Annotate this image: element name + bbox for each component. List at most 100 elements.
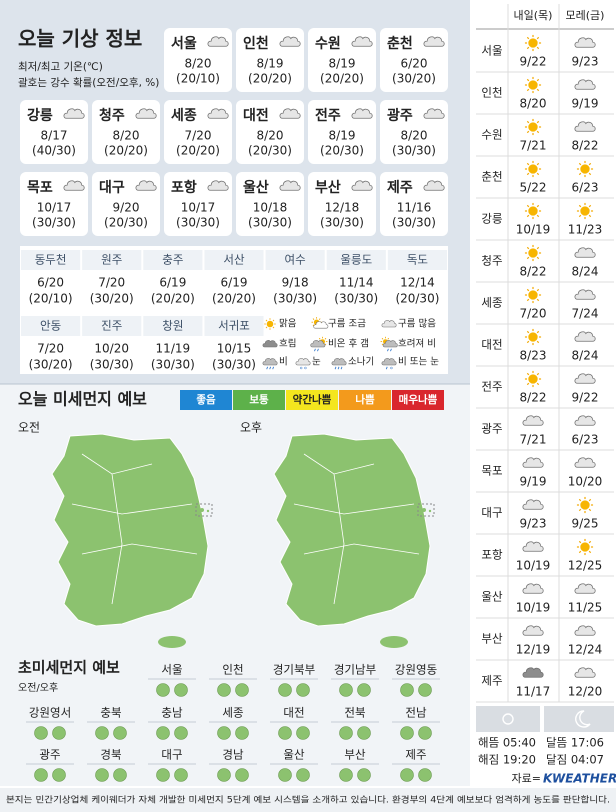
weather-icon	[262, 358, 278, 370]
name-band	[143, 250, 203, 270]
rain-drop	[334, 366, 337, 370]
sun	[528, 332, 538, 342]
sun-ray	[536, 382, 540, 386]
city-prob: (30/30)	[32, 216, 76, 230]
dust-dot	[113, 768, 127, 782]
city-prob: (30/30)	[248, 216, 292, 230]
city-name: 안동	[40, 319, 61, 333]
weather-icon	[574, 583, 596, 594]
sun-ray	[526, 78, 530, 82]
city-temp: 7/20	[185, 129, 212, 143]
forecast-temp: 12/19	[516, 643, 551, 657]
district-line	[303, 543, 420, 555]
sun	[528, 164, 538, 174]
dust-dot	[156, 726, 170, 740]
cloud	[574, 289, 596, 300]
cloud	[574, 583, 596, 594]
forecast-temp: 7/20	[520, 307, 547, 321]
sun-moon-time: 해뜸 05:40	[478, 736, 536, 750]
cloud	[207, 180, 229, 191]
map-label: 오후	[240, 421, 262, 435]
city-name: 전주	[315, 107, 341, 124]
sun-box	[476, 706, 540, 732]
weather-icon	[574, 289, 596, 300]
weather-icon	[574, 373, 596, 384]
region-name: 경기북부	[273, 663, 315, 677]
city-name: 충주	[162, 253, 183, 267]
sun-ray	[536, 120, 540, 124]
cloud	[351, 180, 373, 191]
dust-dot	[400, 683, 414, 697]
city-name: 목포	[27, 180, 53, 196]
city-temp: 8/20	[257, 129, 284, 143]
forecast-temp: 9/22	[520, 55, 547, 69]
sun-ray	[526, 162, 530, 166]
district-line	[71, 503, 193, 515]
city-temp: 10/15	[217, 342, 252, 356]
cloud	[351, 36, 373, 47]
weather-icon	[524, 160, 542, 178]
cloud	[574, 79, 596, 90]
dust-map-island	[428, 509, 432, 513]
city-name: 여수	[285, 253, 306, 267]
subtitle: 오전/오후	[18, 682, 58, 694]
sun-ray	[526, 298, 530, 302]
footer-bg	[0, 788, 616, 812]
dust-dot	[296, 726, 310, 740]
weather-icon	[279, 36, 301, 47]
cloud	[574, 121, 596, 132]
city-prob: (30/30)	[392, 144, 436, 158]
dust-dot	[418, 726, 432, 740]
dust-dot	[174, 683, 188, 697]
sun	[580, 542, 590, 552]
cloud	[522, 457, 544, 468]
rain-drop	[340, 366, 343, 370]
weather-icon	[522, 457, 544, 468]
weather-icon	[264, 318, 276, 330]
city-prob: (30/30)	[151, 358, 195, 372]
dust-map	[273, 433, 431, 627]
dust-dot	[217, 726, 231, 740]
district-line	[293, 503, 415, 515]
region-name: 제주	[405, 748, 426, 762]
weather-icon	[576, 202, 594, 220]
city-name: 강릉	[481, 212, 502, 226]
city-temp: 8/20	[113, 129, 140, 143]
cloud	[262, 358, 278, 366]
weather-icon	[423, 108, 445, 119]
city-name: 대구	[99, 180, 125, 196]
cloud	[381, 320, 397, 328]
cloud	[279, 36, 301, 47]
weather-icon	[295, 358, 311, 370]
weather-icon	[576, 496, 594, 514]
sun-ray	[588, 508, 592, 512]
cloud	[574, 331, 596, 342]
city-name: 수원	[315, 36, 341, 52]
forecast-temp: 9/22	[572, 391, 599, 405]
column-header: 내일(목)	[514, 8, 553, 22]
cloud	[522, 625, 544, 636]
city-temp: 7/20	[98, 276, 125, 290]
forecast-temp: 11/25	[568, 601, 603, 615]
city-name: 대구	[481, 506, 502, 520]
sun-ray	[536, 330, 540, 334]
forecast-temp: 10/19	[516, 223, 551, 237]
cloud	[207, 108, 229, 119]
cloud	[522, 583, 544, 594]
cloud	[574, 415, 596, 426]
rain-drop	[269, 366, 271, 370]
city-name: 부산	[481, 632, 503, 646]
source-label: 자료=	[512, 772, 541, 785]
weather-icon	[380, 336, 398, 352]
snow-flake	[299, 366, 303, 370]
city-prob: (20/20)	[176, 144, 220, 158]
forecast-temp: 9/19	[572, 97, 599, 111]
weather-icon	[524, 244, 542, 262]
weather-icon	[381, 358, 397, 370]
name-band	[21, 250, 81, 270]
rain-drop	[272, 366, 274, 370]
city-name: 진주	[101, 319, 122, 333]
city-prob: (20/20)	[248, 72, 292, 86]
weather-icon	[576, 160, 594, 178]
district-line	[333, 473, 345, 605]
